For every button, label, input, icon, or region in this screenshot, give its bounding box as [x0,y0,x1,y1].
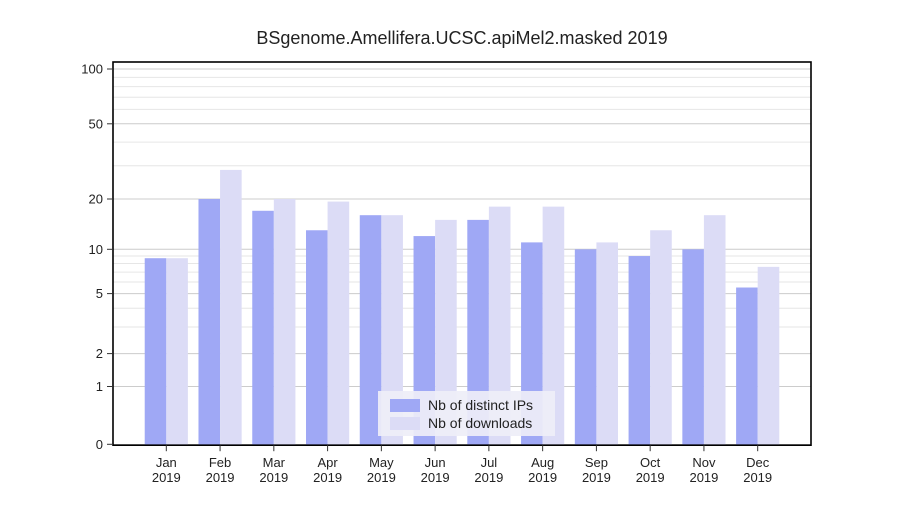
svg-text:2019: 2019 [313,470,342,485]
svg-text:0: 0 [96,437,103,452]
svg-text:2019: 2019 [636,470,665,485]
svg-text:Jan: Jan [156,455,177,470]
svg-text:2019: 2019 [689,470,718,485]
svg-text:Nb of distinct IPs: Nb of distinct IPs [428,397,533,413]
svg-text:2: 2 [96,346,103,361]
svg-text:Feb: Feb [209,455,231,470]
svg-text:Mar: Mar [263,455,286,470]
svg-text:Aug: Aug [531,455,554,470]
svg-text:2019: 2019 [743,470,772,485]
svg-text:Jun: Jun [425,455,446,470]
svg-text:2019: 2019 [259,470,288,485]
svg-text:Nov: Nov [692,455,716,470]
svg-text:2019: 2019 [421,470,450,485]
svg-text:10: 10 [89,242,103,257]
svg-text:5: 5 [96,286,103,301]
svg-text:50: 50 [89,116,103,131]
svg-text:BSgenome.Amellifera.UCSC.apiMe: BSgenome.Amellifera.UCSC.apiMel2.masked … [256,28,667,48]
svg-text:2019: 2019 [474,470,503,485]
svg-text:Apr: Apr [317,455,338,470]
svg-text:Nb of downloads: Nb of downloads [428,415,532,431]
svg-text:2019: 2019 [528,470,557,485]
svg-text:May: May [369,455,394,470]
svg-text:Jul: Jul [481,455,498,470]
svg-text:100: 100 [81,62,103,77]
svg-text:Oct: Oct [640,455,661,470]
svg-text:2019: 2019 [206,470,235,485]
svg-text:2019: 2019 [582,470,611,485]
svg-text:2019: 2019 [367,470,396,485]
svg-text:20: 20 [89,192,103,207]
svg-text:1: 1 [96,379,103,394]
svg-text:Sep: Sep [585,455,608,470]
svg-text:2019: 2019 [152,470,181,485]
svg-text:Dec: Dec [746,455,770,470]
